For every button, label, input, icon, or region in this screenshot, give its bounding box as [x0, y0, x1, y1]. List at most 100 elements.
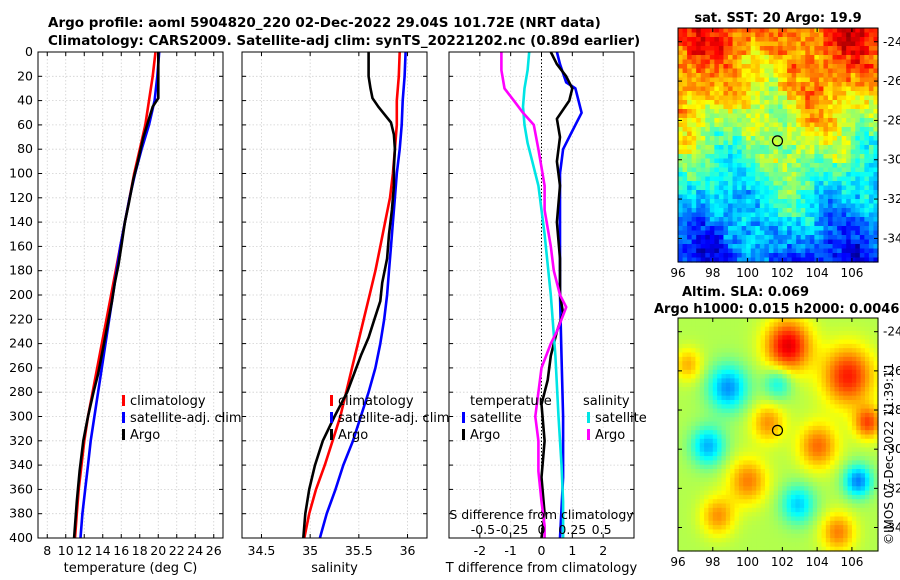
heatmap-cell [764, 361, 770, 367]
heatmap-cell [791, 417, 796, 423]
heatmap-cell [704, 516, 710, 522]
heatmap-cell [814, 113, 820, 119]
heatmap-cell [778, 73, 784, 79]
heatmap-cell [721, 443, 727, 449]
heatmap-cell [768, 199, 775, 205]
heatmap-cell [834, 348, 840, 354]
heatmap-cell [782, 387, 788, 392]
heatmap-cell [778, 149, 784, 155]
heatmap-cell [856, 438, 862, 444]
series-line-salinity-argo [500, 52, 568, 538]
heatmap-cell [699, 412, 705, 418]
heatmap-cell [851, 322, 857, 328]
heatmap-cell [864, 253, 870, 259]
heatmap-cell [800, 167, 806, 173]
heatmap-cell [682, 154, 688, 160]
heatmap-cell [759, 248, 765, 254]
heatmap-cell [732, 248, 738, 254]
heatmap-cell [809, 55, 815, 61]
heatmap-cell [760, 477, 766, 483]
heatmap-cell [678, 395, 683, 401]
heatmap-cell [759, 32, 765, 38]
heatmap-cell [695, 361, 701, 367]
heatmap-cell [751, 425, 757, 431]
heatmap-cell [782, 82, 788, 88]
heatmap-cell [696, 199, 702, 205]
heatmap-cell [773, 374, 779, 379]
heatmap-cell [782, 77, 788, 83]
heatmap-cell [746, 86, 752, 92]
heatmap-cell [834, 430, 840, 436]
heatmap-cell [873, 343, 879, 349]
heatmap-cell [678, 127, 684, 133]
heatmap-cell [773, 46, 779, 52]
heatmap-cell [795, 425, 801, 431]
heatmap-cell [869, 481, 875, 487]
heatmap-cell [732, 95, 738, 101]
heatmap-cell [751, 481, 757, 487]
heatmap-cell [860, 378, 866, 384]
heatmap-cell [868, 158, 875, 164]
heatmap-cell [747, 473, 753, 479]
heatmap-cell [851, 365, 857, 371]
heatmap-cell [873, 369, 879, 375]
heatmap-cell [799, 529, 805, 535]
heatmap-cell [782, 356, 788, 362]
heatmap-cell [786, 503, 792, 509]
heatmap-cell [768, 253, 775, 259]
heatmap-cell [769, 447, 775, 453]
heatmap-cell [696, 46, 702, 52]
heatmap-cell [718, 46, 725, 52]
heatmap-cell [859, 212, 865, 218]
heatmap-cell [721, 365, 727, 371]
heatmap-cell [686, 408, 692, 414]
heatmap-cell [856, 318, 862, 323]
heatmap-cell [817, 322, 823, 328]
heatmap-cell [828, 37, 834, 43]
heatmap-cell [821, 430, 827, 436]
heatmap-cell [821, 469, 827, 474]
heatmap-cell [859, 86, 865, 92]
heatmap-cell [834, 391, 840, 397]
heatmap-cell [796, 158, 802, 164]
heatmap-cell [856, 503, 862, 509]
heatmap-cell [830, 520, 836, 526]
heatmap-cell [708, 339, 714, 345]
heatmap-cell [691, 230, 697, 236]
heatmap-cell [804, 352, 810, 358]
heatmap-cell [873, 86, 879, 92]
heatmap-cell [859, 32, 865, 38]
heatmap-cell [791, 382, 796, 388]
heatmap-cell [723, 131, 729, 137]
heatmap-cell [687, 226, 693, 232]
heatmap-cell [759, 95, 765, 101]
heatmap-cell [699, 525, 705, 531]
heatmap-cell [764, 343, 770, 349]
heatmap-cell [725, 421, 731, 427]
heatmap-cell [708, 365, 714, 371]
heatmap-cell [712, 339, 718, 345]
heatmap-cell [873, 438, 879, 444]
heatmap-cell [869, 525, 875, 531]
heatmap-cell [712, 425, 718, 431]
heatmap-cell [746, 212, 752, 218]
heatmap-cell [709, 100, 715, 106]
heatmap-cell [773, 104, 779, 110]
heatmap-cell [678, 221, 684, 227]
heatmap-cell [725, 464, 731, 470]
heatmap-cell [834, 438, 840, 444]
heatmap-cell [805, 257, 811, 263]
heatmap-cell [718, 41, 725, 47]
heatmap-cell [678, 172, 684, 178]
heatmap-cell [732, 86, 738, 92]
heatmap-cell [750, 41, 756, 47]
heatmap-cell [700, 50, 706, 56]
heatmap-cell [737, 185, 743, 191]
heatmap-cell [847, 391, 853, 397]
heatmap-cell [721, 391, 727, 397]
heatmap-cell [709, 212, 715, 218]
heatmap-cell [838, 525, 844, 531]
heatmap-cell [782, 412, 788, 418]
heatmap-cell [714, 208, 720, 214]
heatmap-cell [708, 529, 714, 535]
